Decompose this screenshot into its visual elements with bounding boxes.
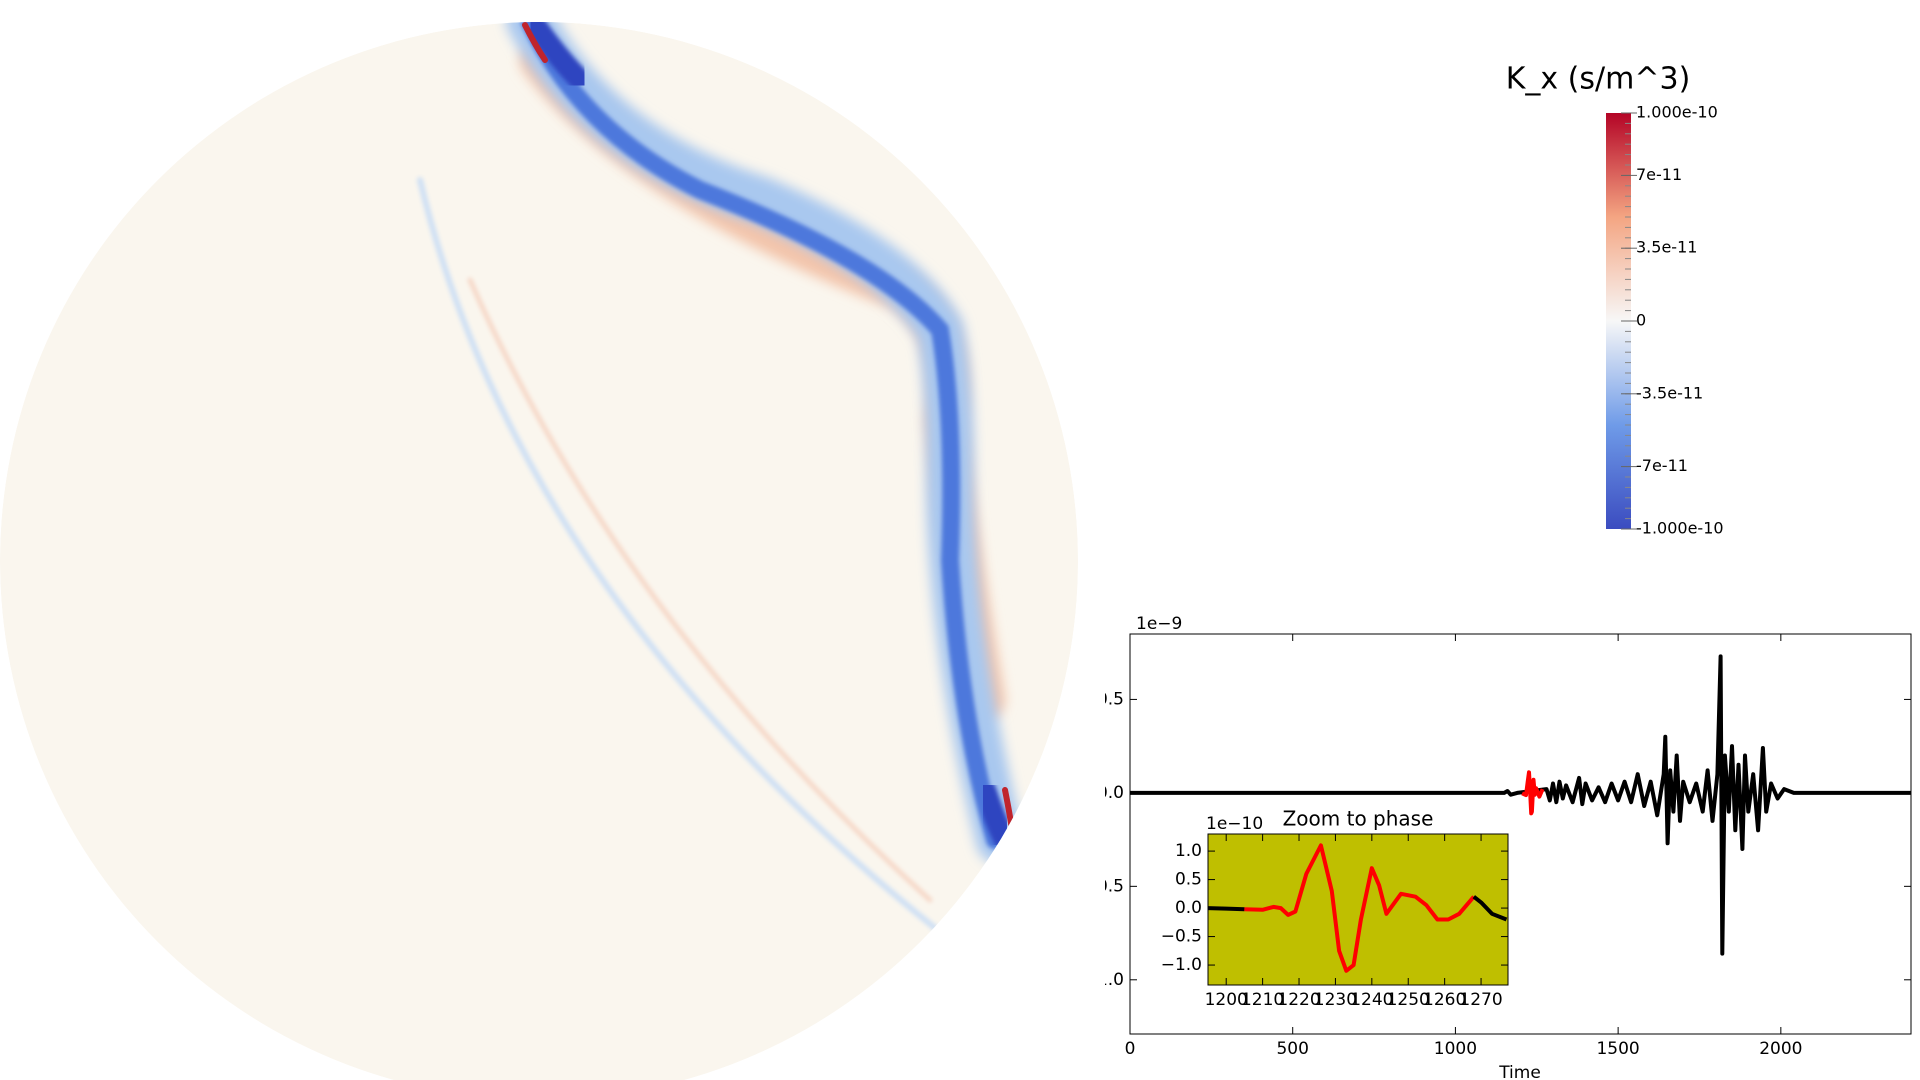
inset-title: Zoom to phase [1283, 807, 1434, 831]
colorbar-title: K_x (s/m^3) [1506, 62, 1691, 97]
x-tick-label: 500 [1276, 1039, 1308, 1059]
x-tick-label: 1200 [1205, 990, 1248, 1010]
x-tick-label: 0 [1125, 1039, 1136, 1059]
y-tick-label: −0.5 [1161, 927, 1202, 947]
colorbar-tick-label: 0 [1636, 311, 1646, 330]
series-line [1472, 895, 1508, 922]
series-line [1208, 906, 1245, 912]
inset-offset-text: 1e−10 [1206, 814, 1263, 834]
y-tick-label: 0.5 [1175, 870, 1202, 890]
colorbar-tick-label: -1.000e-10 [1636, 519, 1724, 538]
x-tick-label: 1230 [1314, 990, 1357, 1010]
y-tick-label: -1.0 [1091, 970, 1124, 990]
x-tick-label: 1240 [1350, 990, 1393, 1010]
kernel-pattern [417, 22, 1024, 943]
x-tick-label: 1250 [1387, 990, 1430, 1010]
y-tick-label: 1.0 [1175, 841, 1202, 861]
x-tick-label: 1260 [1423, 990, 1466, 1010]
colorbar-tick-label: -7e-11 [1636, 456, 1688, 475]
x-tick-label: 1500 [1596, 1039, 1639, 1059]
colorbar-tick-label: 1.000e-10 [1636, 103, 1718, 122]
x-tick-label: 2000 [1759, 1039, 1802, 1059]
kernel-disk [0, 22, 1078, 1080]
disk [0, 22, 1078, 1080]
y-tick-label: 0.0 [1097, 783, 1124, 803]
x-tick-label: 1000 [1434, 1039, 1477, 1059]
x-axis-label: Time [1498, 1063, 1541, 1080]
x-tick-label: 1210 [1241, 990, 1284, 1010]
series-line [1130, 654, 1911, 956]
offset-text: 1e−9 [1136, 614, 1182, 634]
x-tick-label: 1220 [1277, 990, 1320, 1010]
y-tick-label: 0.5 [1097, 689, 1124, 709]
colorbar-tick-label: -3.5e-11 [1636, 383, 1703, 402]
series-line [1244, 843, 1476, 973]
series-line [1521, 770, 1545, 816]
x-tick-label: 1270 [1459, 990, 1502, 1010]
colorbar-tick-label: 7e-11 [1636, 165, 1682, 184]
y-tick-label: -0.5 [1091, 876, 1124, 896]
y-tick-label: −1.0 [1161, 955, 1202, 975]
colorbar-tick-label: 3.5e-11 [1636, 238, 1697, 257]
y-tick-label: 0.0 [1175, 898, 1202, 918]
